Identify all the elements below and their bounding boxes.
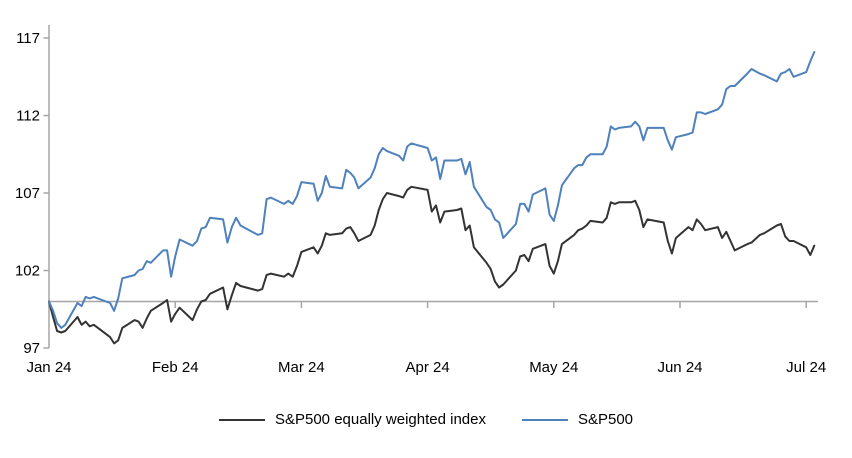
x-axis-label: May 24 <box>529 359 578 376</box>
x-axis-label: Apr 24 <box>405 359 449 376</box>
y-axis-label: 97 <box>23 340 40 357</box>
x-axis-label: Feb 24 <box>152 359 199 376</box>
axes: Jan 24 Feb 24 Mar 24 Apr 24 May 24 Jun 24 Jul … <box>15 25 826 376</box>
x-axis-label: Jun 24 <box>657 359 702 376</box>
legend-label-sp500-ew: S&P500 equally weighted index <box>274 411 486 428</box>
legend-item-sp500-ew: S&P500 equally weighted index <box>218 411 486 428</box>
legend-line-sample-dark <box>218 418 265 421</box>
x-axis-label: Jul 24 <box>786 359 826 376</box>
legend: S&P500 equally weighted index S&P500 <box>0 411 852 428</box>
sp500-ew-line <box>48 185 816 345</box>
y-axis-label: 117 <box>16 30 40 47</box>
series-lines <box>48 51 816 345</box>
legend-label-sp500: S&P500 <box>577 411 634 428</box>
x-axis-label: Jan 24 <box>26 359 71 376</box>
y-axis-label: 102 <box>15 263 40 280</box>
y-axis-label: 112 <box>16 108 40 125</box>
x-axis-label: Mar 24 <box>278 359 325 376</box>
legend-item-sp500: S&P500 <box>521 411 634 428</box>
sp500-line <box>48 51 816 329</box>
legend-line-sample-blue <box>521 418 568 421</box>
y-axis-label: 107 <box>15 185 40 202</box>
